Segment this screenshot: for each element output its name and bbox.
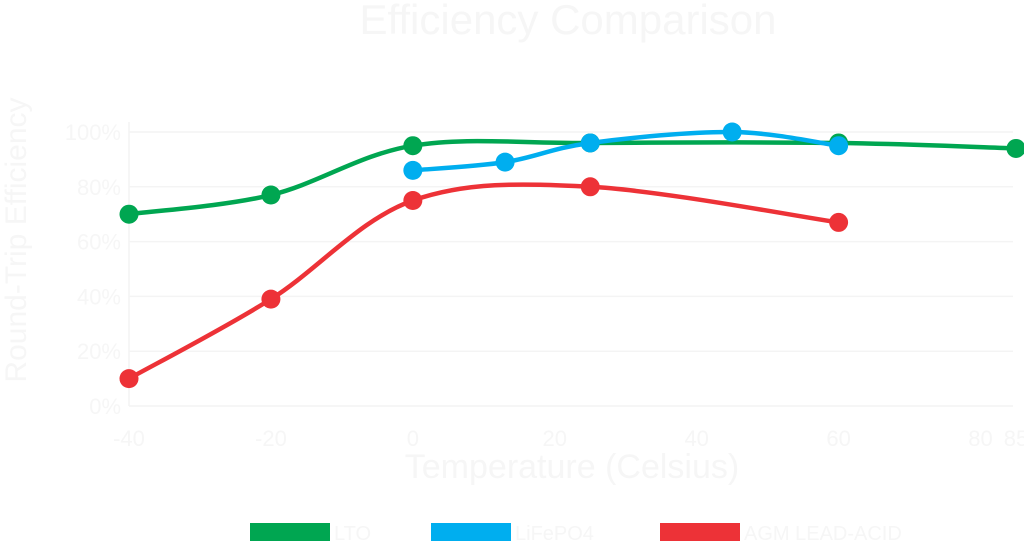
y-tick-label: 80% [77,175,121,200]
legend-swatch [660,523,740,541]
data-point-lto [261,185,281,205]
series-line-agm-lead-acid [126,182,841,381]
legend-label: LTO [334,523,371,541]
x-tick-label: -20 [255,426,287,451]
data-point-lifepo4 [722,122,742,142]
data-point-agm-lead-acid [119,369,139,389]
x-tick-label: 60 [826,426,850,451]
y-tick-label: 20% [77,339,121,364]
x-tick-label: 85 [1004,426,1024,451]
data-point-agm-lead-acid [261,289,281,309]
series-line-lifepo4 [410,129,841,173]
y-tick-label: 60% [77,230,121,255]
legend-label: LiFePO4 [515,523,594,541]
data-point-lto [119,204,139,224]
legend-swatch [431,523,511,541]
y-tick-label: 40% [77,284,121,309]
chart-title: Efficiency Comparison [359,0,776,43]
data-point-lifepo4 [829,136,849,156]
data-point-agm-lead-acid [829,212,849,232]
legend-label: AGM LEAD-ACID [744,523,902,541]
data-point-agm-lead-acid [403,191,423,210]
legend: LTO LiFePO4 AGM LEAD-ACID [250,523,902,541]
data-point-lto [403,136,423,156]
data-point-lto [1006,138,1024,158]
y-tick-label: 0% [89,394,121,419]
x-tick-label: 80 [968,426,992,451]
x-tick-label: 40 [684,426,708,451]
x-tick-label: 20 [543,426,567,451]
data-point-lifepo4 [495,152,515,172]
series-line-lto [126,138,1019,217]
legend-swatch [250,523,330,541]
x-axis-label: Temperature (Celsius) [405,448,739,486]
data-point-lifepo4 [580,133,600,153]
y-tick-label: 100% [65,120,121,145]
y-axis-label: Round-Trip Efficiency [0,97,33,382]
x-tick-label: 0 [407,426,419,451]
data-point-agm-lead-acid [580,177,600,197]
data-point-lifepo4 [403,160,423,180]
x-tick-label: -40 [113,426,145,451]
